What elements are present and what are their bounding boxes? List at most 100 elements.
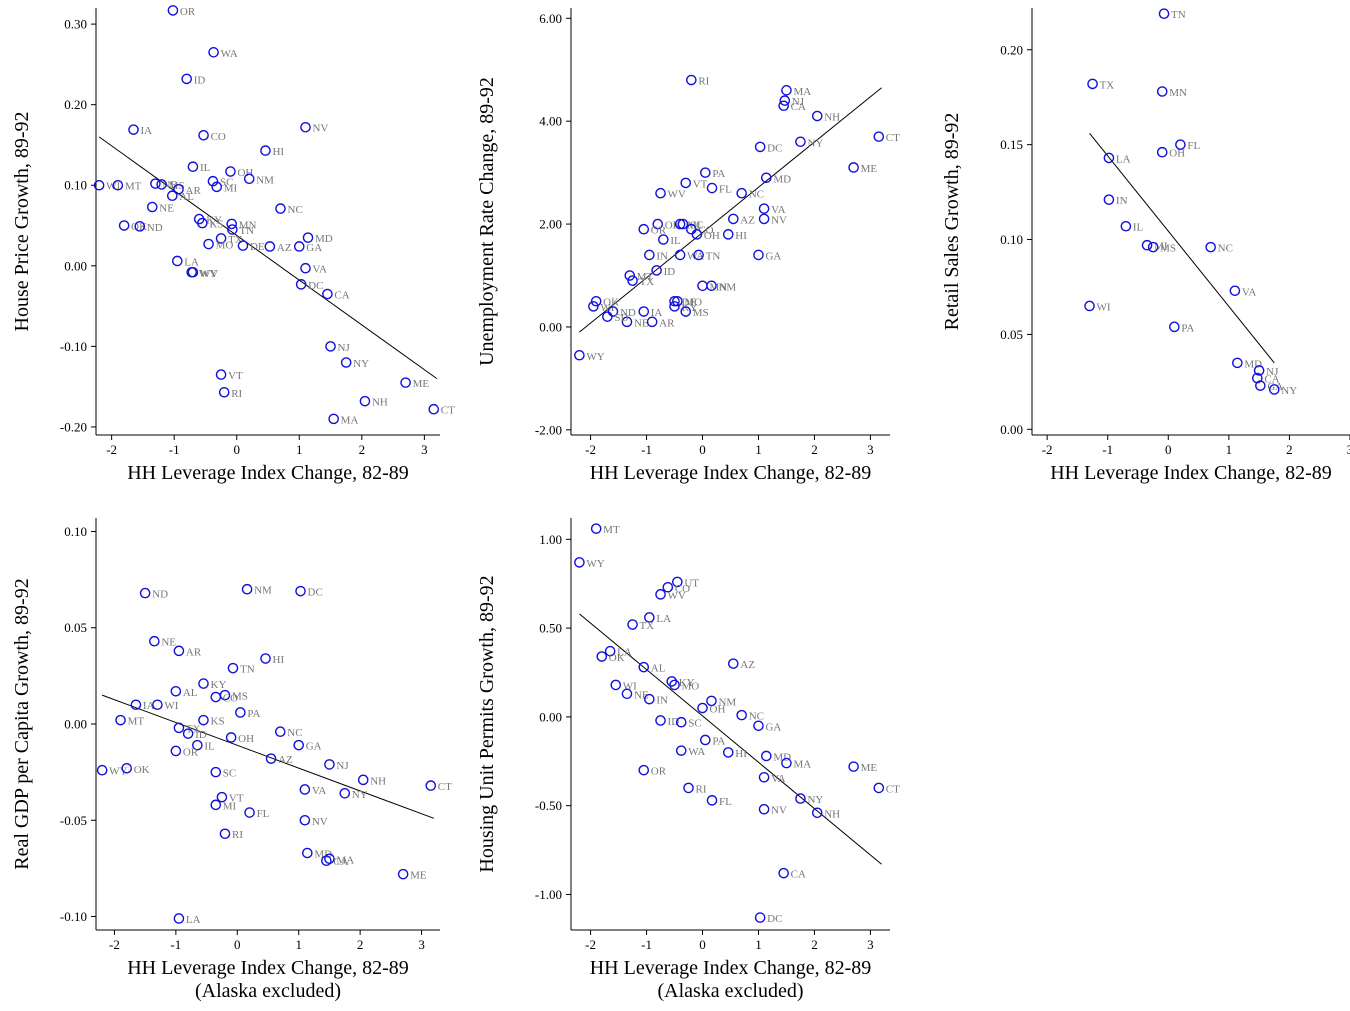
x-tick-label: -2	[106, 442, 117, 457]
point-label: NY	[807, 137, 823, 149]
data-point	[627, 275, 638, 286]
point-label: LA	[184, 256, 199, 268]
point-label: RI	[696, 783, 707, 795]
point-label: FL	[257, 808, 270, 820]
point-label: MA	[793, 759, 811, 771]
data-point	[758, 213, 770, 225]
point-label: OH	[237, 167, 253, 179]
x-tick-label: -2	[1042, 442, 1053, 457]
point-label: NH	[370, 775, 386, 787]
data-point	[197, 217, 208, 229]
data-point	[638, 306, 650, 317]
point-label: SC	[223, 768, 236, 780]
data-point	[173, 913, 185, 924]
fit-line	[98, 136, 438, 380]
x-tick-label: -1	[170, 937, 181, 952]
point-label: NJ	[1266, 366, 1279, 378]
x-tick-label: 2	[357, 937, 364, 952]
data-point	[115, 714, 126, 726]
data-point	[1255, 380, 1266, 391]
x-tick-label: -1	[1102, 442, 1113, 457]
y-tick-label: 0.10	[64, 178, 87, 193]
point-label: OK	[134, 764, 150, 776]
data-point	[1205, 241, 1216, 253]
data-point	[215, 369, 227, 380]
point-label: WA	[688, 746, 705, 758]
data-point	[677, 218, 689, 230]
data-point	[1103, 194, 1115, 205]
point-label: AL	[179, 191, 194, 203]
data-point	[651, 265, 662, 276]
data-point	[1268, 384, 1280, 395]
point-label: GA	[306, 741, 322, 753]
data-point	[152, 699, 163, 711]
point-label: MT	[125, 181, 142, 193]
point-label: WY	[586, 351, 604, 363]
gdp-panel: -2 -1 0 1 2 3 -0.10 -0.05 0.00 0.05 0.10 NM DC ND NE AR…	[0, 500, 465, 1006]
data-point	[357, 774, 369, 786]
data-point	[736, 709, 747, 721]
point-label: WY	[199, 268, 217, 280]
data-point	[675, 745, 687, 756]
point-label: MD	[314, 848, 332, 860]
y-tick-label: 0.00	[539, 319, 562, 334]
data-point	[1120, 220, 1132, 232]
point-label: MT	[637, 271, 654, 283]
point-label: TX	[186, 723, 201, 735]
x-tick-label: 3	[1347, 442, 1350, 457]
point-label: DC	[308, 280, 323, 292]
x-axis-label: HH Leverage Index Change, 82-89	[590, 462, 872, 484]
point-label: WI	[164, 700, 178, 712]
x-tick-label: 0	[1165, 442, 1172, 457]
data-point	[1158, 8, 1170, 19]
point-label: KS	[209, 219, 223, 231]
point-label: ID	[664, 266, 676, 278]
data-point	[170, 685, 182, 697]
point-label: AR	[186, 646, 202, 658]
data-point	[753, 720, 764, 732]
y-tick-label: -1.00	[535, 887, 562, 902]
data-point	[778, 100, 789, 112]
point-label: MD	[773, 173, 791, 185]
data-point	[187, 161, 199, 173]
point-label: MS	[169, 180, 185, 192]
data-point	[150, 178, 161, 189]
data-point	[658, 234, 669, 245]
x-tick-label: -2	[585, 442, 596, 457]
data-point	[779, 95, 791, 106]
point-label: IL	[670, 235, 681, 247]
data-point	[644, 612, 655, 623]
data-point	[669, 679, 680, 691]
data-point	[758, 803, 770, 815]
data-point	[1156, 86, 1168, 97]
point-label: NE	[161, 637, 176, 649]
data-point	[300, 121, 311, 133]
point-label: LA	[186, 914, 201, 926]
point-label: CO	[211, 131, 226, 143]
data-point	[237, 240, 249, 251]
data-point	[146, 201, 158, 213]
point-label: PA	[712, 735, 725, 747]
point-label: ME	[861, 163, 878, 175]
data-point	[638, 223, 650, 235]
point-label: NC	[749, 189, 764, 201]
x-tick-label: 2	[811, 937, 818, 952]
x-tick-label: 1	[755, 937, 762, 952]
data-point	[736, 187, 747, 199]
data-point	[203, 238, 214, 250]
point-label: NJ	[792, 96, 805, 108]
data-point	[274, 726, 286, 738]
point-label: TN	[239, 225, 254, 237]
point-label: HI	[272, 146, 284, 158]
point-label: NH	[824, 112, 840, 124]
y-tick-label: 0.00	[64, 258, 87, 273]
data-point	[225, 732, 237, 743]
point-label: IN	[656, 695, 668, 707]
point-label: WY	[586, 558, 604, 570]
point-label: IN	[656, 250, 668, 262]
point-label: AR	[659, 317, 675, 329]
data-point	[139, 587, 151, 599]
point-label: IA	[141, 125, 153, 137]
data-point	[722, 747, 734, 758]
point-label: WV	[668, 189, 686, 201]
